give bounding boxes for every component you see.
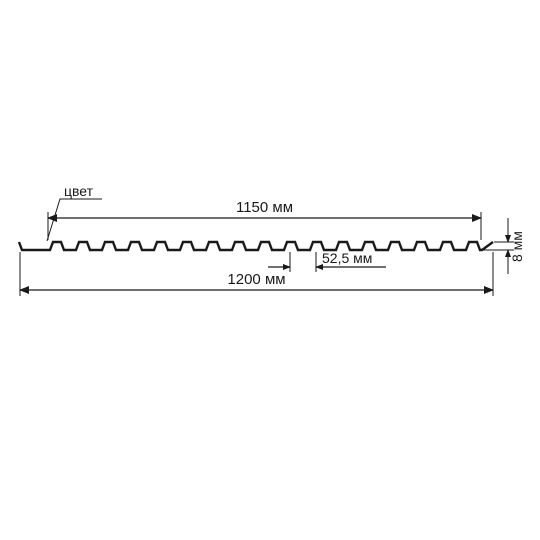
profile-dimension-diagram: 1150 мм 1200 мм 52,5 мм 8 мм цвет: [0, 0, 540, 540]
pitch-value: 52,5 мм: [322, 250, 372, 266]
dimension-width-usable: 1150 мм: [48, 199, 481, 240]
color-callout: цвет: [47, 183, 102, 241]
height-value: 8 мм: [509, 231, 525, 262]
dimension-width-total: 1200 мм: [20, 252, 493, 296]
color-label: цвет: [64, 183, 94, 199]
corrugated-profile: [19, 242, 493, 250]
width-usable-value: 1150 мм: [236, 199, 293, 216]
dimension-pitch: 52,5 мм: [268, 250, 386, 272]
width-total-value: 1200 мм: [227, 271, 285, 288]
